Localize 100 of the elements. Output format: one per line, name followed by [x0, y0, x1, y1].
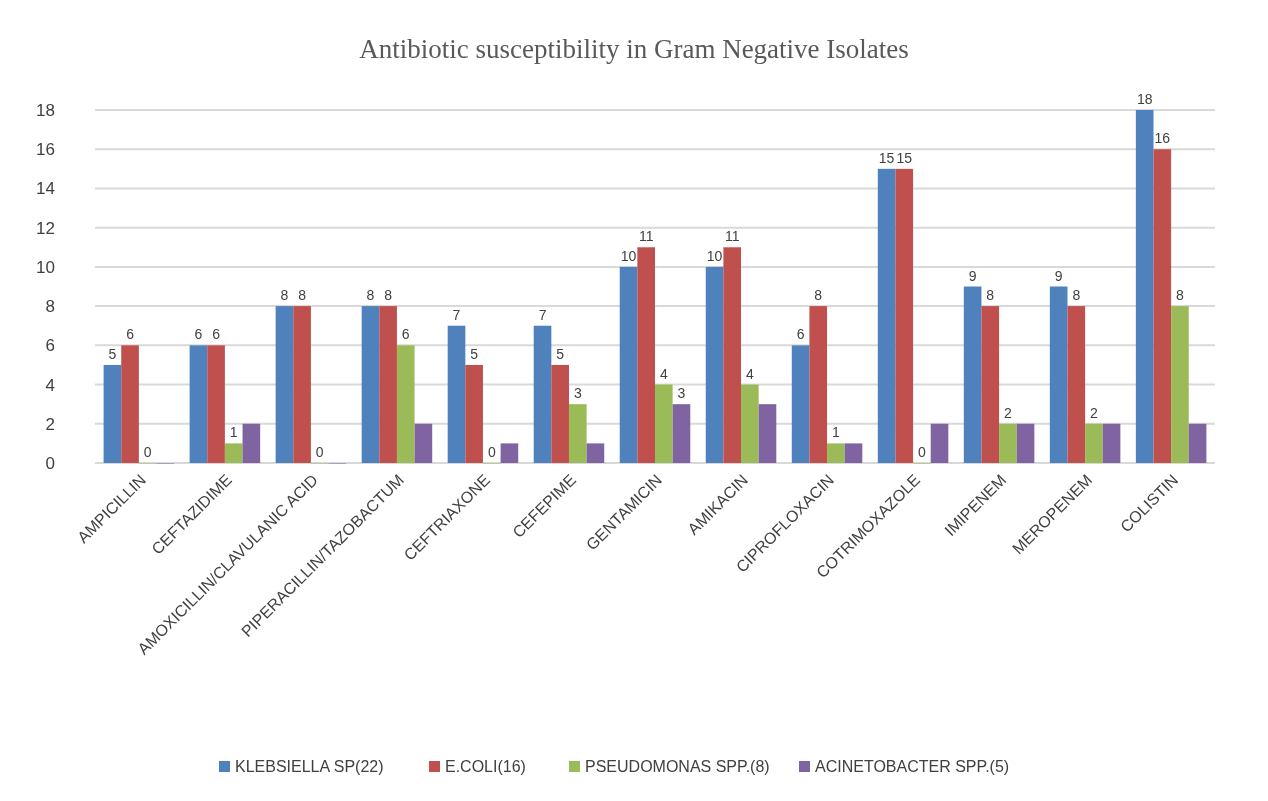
bar [551, 364, 569, 463]
y-tick-label: 0 [45, 453, 55, 473]
data-label: 1 [831, 424, 840, 441]
bar [723, 247, 742, 463]
data-label: 8 [384, 287, 393, 304]
bar [414, 423, 433, 463]
bar [741, 384, 759, 463]
data-label: 9 [1054, 267, 1063, 284]
bar [827, 443, 845, 463]
data-label: 8 [1072, 287, 1081, 304]
data-label: 10 [706, 247, 723, 264]
bar [877, 168, 896, 463]
data-label: 0 [917, 444, 926, 460]
bar [705, 266, 724, 463]
y-tick-label: 12 [36, 218, 55, 238]
bar [791, 345, 810, 463]
data-label: 5 [108, 345, 117, 362]
data-label: 0 [315, 444, 324, 460]
data-label: 11 [724, 228, 740, 245]
data-label: 9 [968, 267, 977, 284]
bar [379, 306, 397, 463]
legend-label: KLEBSIELLA SP(22) [235, 758, 384, 775]
data-label: 8 [1176, 287, 1185, 304]
data-label: 3 [677, 385, 686, 402]
bar [672, 404, 691, 463]
bar [1102, 423, 1121, 463]
bar [396, 345, 415, 463]
bar [293, 306, 311, 463]
data-label: 3 [573, 385, 582, 402]
data-label: 8 [298, 287, 307, 304]
data-label: 6 [796, 326, 805, 343]
bar [586, 443, 605, 463]
bar [1153, 149, 1172, 463]
y-tick-label: 4 [45, 375, 55, 395]
bar [533, 325, 552, 463]
bar [1067, 306, 1086, 463]
bar [1135, 110, 1154, 463]
data-label: 2 [1004, 404, 1012, 421]
bar [999, 423, 1017, 463]
y-tick-label: 14 [36, 179, 55, 199]
bar [121, 345, 139, 463]
bar [224, 443, 243, 463]
bar [568, 404, 587, 463]
bar [1188, 423, 1207, 463]
data-label: 8 [986, 287, 995, 304]
bar [1049, 286, 1068, 463]
y-tick-label: 18 [36, 100, 55, 120]
data-label: 7 [538, 306, 547, 323]
data-label: 6 [212, 326, 221, 343]
bar [1171, 306, 1189, 463]
data-label: 6 [126, 326, 135, 343]
legend-label: E.COLI(16) [445, 758, 526, 775]
bar [500, 443, 519, 463]
bar [758, 404, 777, 463]
data-label: 15 [878, 149, 895, 166]
bar [981, 306, 1000, 463]
data-label: 0 [487, 444, 496, 460]
data-label: 5 [470, 345, 479, 362]
legend-label: PSEUDOMONAS SPP.(8) [585, 758, 770, 775]
bar [619, 266, 638, 463]
bar [655, 384, 673, 463]
bar [637, 247, 655, 463]
bar [103, 364, 122, 463]
data-label: 18 [1136, 91, 1153, 107]
bar [895, 168, 914, 463]
chart-title: Antibiotic susceptibility in Gram Negative Isolates [359, 34, 909, 64]
y-tick-label: 10 [36, 257, 55, 277]
data-label: 0 [143, 444, 152, 460]
y-tick-label: 2 [45, 414, 55, 434]
data-label: 1 [229, 424, 238, 441]
bar [275, 306, 294, 463]
data-label: 8 [814, 287, 823, 304]
data-label: 4 [745, 365, 754, 382]
data-label: 16 [1154, 130, 1171, 147]
data-label: 5 [556, 345, 565, 362]
data-label: 6 [194, 326, 203, 343]
data-label: 2 [1090, 404, 1099, 421]
bar [189, 345, 208, 463]
y-tick-label: 8 [45, 297, 55, 317]
bar [447, 325, 466, 463]
bar [1085, 423, 1103, 463]
bar [963, 286, 982, 463]
legend-label: ACINETOBACTER SPP.(5) [815, 758, 1010, 775]
data-label: 10 [620, 247, 637, 264]
y-tick-label: 6 [45, 336, 55, 356]
bar [207, 345, 225, 463]
data-label: 4 [659, 365, 668, 382]
data-label: 8 [366, 287, 375, 304]
bar [361, 306, 380, 463]
bar [465, 364, 483, 463]
data-label: 7 [452, 306, 461, 323]
bar [1016, 423, 1035, 463]
bar [809, 306, 828, 463]
bar [242, 423, 261, 463]
y-tick-label: 16 [36, 140, 55, 160]
data-label: 8 [280, 287, 289, 304]
data-label: 6 [401, 326, 410, 343]
data-label: 15 [896, 149, 913, 166]
bar [844, 443, 863, 463]
bar [930, 423, 949, 463]
